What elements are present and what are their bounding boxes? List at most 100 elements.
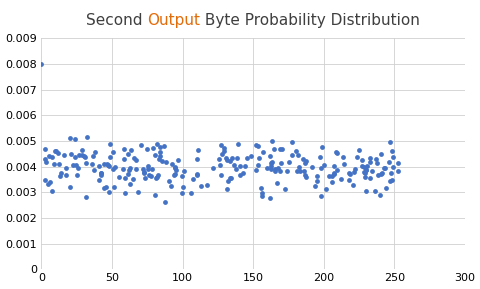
Point <box>41 178 48 183</box>
Point <box>352 155 360 159</box>
Point <box>151 192 158 197</box>
Point <box>90 167 97 172</box>
Point <box>285 160 292 164</box>
Point <box>48 154 56 159</box>
Point <box>121 191 129 195</box>
Point <box>125 168 132 172</box>
Point <box>173 158 181 162</box>
Point <box>345 171 353 176</box>
Point <box>172 168 180 173</box>
Point <box>140 171 147 175</box>
Point <box>276 169 284 173</box>
Point <box>317 145 325 149</box>
Point <box>115 175 123 180</box>
Point <box>388 164 396 169</box>
Point <box>223 186 230 191</box>
Point <box>234 142 241 147</box>
Point <box>66 184 73 189</box>
Point <box>209 166 216 171</box>
Point <box>266 154 274 158</box>
Point <box>141 176 149 180</box>
Point <box>50 162 58 167</box>
Point <box>75 153 83 158</box>
Point <box>333 151 340 155</box>
Point <box>370 188 378 193</box>
Point <box>246 154 254 158</box>
Point <box>127 148 134 152</box>
Point <box>329 171 336 175</box>
Point <box>62 165 70 170</box>
Point <box>257 191 265 195</box>
Point <box>333 168 340 173</box>
Point <box>293 169 300 173</box>
Point <box>388 155 396 160</box>
Point <box>177 173 185 178</box>
Point <box>144 167 151 171</box>
Point <box>189 176 197 181</box>
Point <box>156 150 164 155</box>
Point <box>394 168 401 173</box>
Point <box>280 186 288 191</box>
Point <box>120 146 127 151</box>
Point <box>48 189 55 194</box>
Text: Output: Output <box>147 14 200 28</box>
Point <box>255 155 263 160</box>
Point <box>130 155 137 160</box>
Point <box>316 155 324 160</box>
Point <box>97 173 105 177</box>
Point <box>268 139 276 143</box>
Point <box>60 153 68 158</box>
Point <box>361 175 369 180</box>
Point <box>291 149 299 153</box>
Point <box>378 171 385 176</box>
Point <box>103 162 110 166</box>
Point <box>329 171 337 176</box>
Point <box>72 162 80 167</box>
Point <box>158 158 166 163</box>
Text: Second: Second <box>86 14 147 28</box>
Point <box>154 173 162 177</box>
Point <box>164 179 172 184</box>
Point <box>354 147 362 152</box>
Point <box>139 167 147 172</box>
Point <box>387 149 395 153</box>
Point <box>42 160 50 164</box>
Point <box>124 151 132 156</box>
Point <box>227 175 234 180</box>
Point <box>66 136 73 140</box>
Point <box>132 167 140 171</box>
Point <box>134 190 142 195</box>
Point <box>224 178 231 183</box>
Point <box>329 164 337 168</box>
Point <box>109 150 117 155</box>
Point <box>302 159 310 163</box>
Point <box>324 173 332 178</box>
Point <box>266 167 274 171</box>
Point <box>301 175 309 180</box>
Point <box>332 149 339 154</box>
Point <box>47 180 54 184</box>
Point <box>225 159 233 163</box>
Point <box>312 173 320 178</box>
Point <box>83 135 90 140</box>
Point <box>171 171 179 176</box>
Point <box>271 169 278 174</box>
Point <box>45 154 53 159</box>
Point <box>222 158 230 163</box>
Point <box>338 155 346 160</box>
Point <box>393 160 401 165</box>
Point <box>51 149 59 153</box>
Point <box>386 171 394 175</box>
Point <box>222 155 229 160</box>
Point <box>215 157 222 161</box>
Point <box>360 171 368 176</box>
Point <box>143 146 151 151</box>
Point <box>145 173 153 177</box>
Point <box>216 162 224 167</box>
Point <box>69 163 77 167</box>
Point <box>119 167 126 172</box>
Point <box>72 173 80 177</box>
Point <box>106 142 114 147</box>
Point <box>95 178 103 182</box>
Point <box>277 147 285 151</box>
